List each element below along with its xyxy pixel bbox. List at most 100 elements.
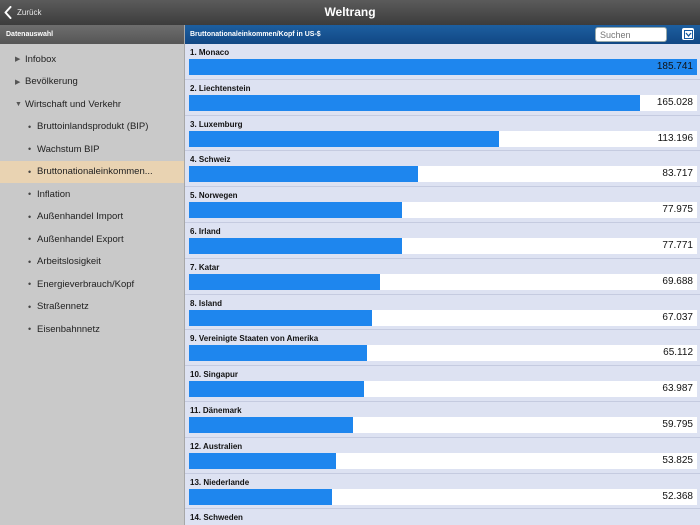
ranking-row-label: 13. Niederlande [190, 477, 250, 487]
sidebar-item-label: Eisenbahnnetz [37, 323, 100, 335]
bullet-icon: • [28, 324, 32, 335]
ranking-header: Bruttonationaleinkommen/Kopf in US-$ [185, 25, 700, 44]
ranking-row-label: 3. Luxemburg [190, 119, 243, 129]
ranking-row[interactable]: 5. Norwegen 77.975 [185, 187, 700, 223]
ranking-bar-track: 113.196 [189, 130, 697, 147]
ranking-list: 1. Monaco 185.741 2. Liechtenstein 165.028 3… [185, 44, 700, 525]
sidebar-item[interactable]: • Straßennetz [0, 296, 184, 319]
ranking-bar [189, 309, 372, 326]
back-button[interactable]: Zurück [4, 3, 41, 22]
ranking-row-label: 9. Vereinigte Staaten von Amerika [190, 334, 319, 344]
ranking-row[interactable]: 3. Luxemburg 113.196 [185, 115, 700, 152]
ranking-bar [189, 452, 336, 469]
back-button-label: Zurück [17, 8, 42, 17]
bullet-icon: • [28, 189, 32, 200]
ranking-bar-track: 69.688 [189, 273, 697, 290]
ranking-value: 83.717 [662, 168, 693, 180]
ranking-bar [189, 488, 332, 505]
sidebar-list: ▶ Infobox ▶ Bevölkerung ▼ Wirtschaft und Verk… [0, 44, 184, 341]
bullet-icon: • [28, 279, 32, 290]
ranking-bar [189, 94, 640, 111]
ranking-row[interactable]: 10. Singapur 63.987 [185, 366, 700, 402]
ranking-value: 77.771 [662, 239, 693, 251]
ranking-bar [189, 130, 499, 147]
ranking-value: 67.037 [662, 311, 693, 323]
ranking-row-label: 7. Katar [190, 262, 220, 272]
sidebar-item-label: Straßennetz [37, 301, 89, 313]
dropdown-icon[interactable] [682, 28, 694, 40]
ranking-row-label: 6. Irland [190, 226, 221, 236]
ranking-value: 185.741 [656, 61, 693, 72]
triangle-right-icon: ▶ [15, 56, 21, 64]
ranking-row-label: 4. Schweiz [190, 155, 231, 165]
ranking-row[interactable]: 12. Australien 53.825 [185, 437, 700, 474]
chevron-left-icon [4, 6, 12, 19]
ranking-row-label: 1. Monaco [190, 48, 230, 57]
bullet-icon: • [28, 256, 32, 267]
ranking-bar-track: 65.112 [189, 345, 697, 362]
ranking-panel: Bruttonationaleinkommen/Kopf in US-$ 1. … [185, 25, 700, 525]
sidebar-item-label: Energieverbrauch/Kopf [37, 278, 135, 290]
ranking-row[interactable]: 6. Irland 77.771 [185, 222, 700, 259]
ranking-bar-track: 165.028 [189, 94, 697, 111]
ranking-row-label: 5. Norwegen [190, 191, 238, 201]
ranking-row-label: 8. Island [190, 298, 223, 308]
chevron-down-icon [683, 29, 693, 39]
sidebar-item[interactable]: • Arbeitslosigkeit [0, 251, 184, 274]
sidebar-item[interactable]: • Wachstum BIP [0, 138, 184, 161]
sidebar-item[interactable]: • Eisenbahnnetz [0, 318, 184, 341]
ranking-row[interactable]: 4. Schweiz 83.717 [185, 151, 700, 188]
sidebar-item[interactable]: • Bruttonationaleinkommen... [0, 160, 184, 183]
sidebar-item[interactable]: ▶ Infobox [0, 48, 184, 71]
bullet-icon: • [28, 144, 32, 155]
sidebar-item[interactable]: • Außenhandel Export [0, 228, 184, 251]
ranking-row[interactable]: 14. Schweden [185, 509, 700, 525]
ranking-bar-track: 52.368 [189, 488, 697, 505]
sidebar-item[interactable]: • Außenhandel Import [0, 206, 184, 229]
ranking-title: Bruttonationaleinkommen/Kopf in US-$ [190, 31, 321, 38]
ranking-value: 77.975 [662, 204, 693, 216]
ranking-row[interactable]: 9. Vereinigte Staaten von Amerika 65.112 [185, 330, 700, 367]
bullet-icon: • [28, 211, 32, 222]
sidebar-item-label: Inflation [37, 188, 71, 200]
sidebar-item[interactable]: • Energieverbrauch/Kopf [0, 273, 184, 296]
sidebar-item-label: Außenhandel Export [37, 233, 124, 245]
bullet-icon: • [28, 166, 32, 177]
navigation-bar: Zurück Weltrang [0, 0, 700, 25]
ranking-value: 69.688 [662, 275, 693, 287]
ranking-bar [189, 59, 697, 75]
ranking-bar [189, 202, 402, 219]
sidebar-item[interactable]: ▶ Bevölkerung [0, 71, 184, 94]
ranking-value: 63.987 [662, 383, 693, 395]
ranking-row[interactable]: 2. Liechtenstein 165.028 [185, 79, 700, 116]
ranking-value: 113.196 [657, 132, 693, 144]
ranking-value: 59.795 [662, 418, 693, 430]
ranking-row[interactable]: 7. Katar 69.688 [185, 258, 700, 295]
sidebar-item[interactable]: ▼ Wirtschaft und Verkehr [0, 93, 184, 116]
ranking-bar [189, 381, 364, 398]
triangle-right-icon: ▶ [15, 78, 21, 86]
search-input[interactable] [595, 27, 667, 42]
sidebar-item-label: Wachstum BIP [37, 143, 100, 155]
ranking-bar-track: 59.795 [189, 416, 697, 433]
ranking-row[interactable]: 1. Monaco 185.741 [185, 44, 700, 80]
ranking-bar-track: 185.741 [189, 59, 697, 75]
sidebar-item-label: Bruttonationaleinkommen... [37, 166, 153, 178]
ranking-row[interactable]: 13. Niederlande 52.368 [185, 473, 700, 510]
ranking-bar [189, 166, 418, 183]
ranking-row[interactable]: 11. Dänemark 59.795 [185, 401, 700, 438]
sidebar-item[interactable]: • Inflation [0, 183, 184, 206]
ranking-bar-track: 67.037 [189, 309, 697, 326]
bullet-icon: • [28, 301, 32, 312]
ranking-bar [189, 237, 402, 254]
ranking-bar-track: 77.771 [189, 237, 697, 254]
triangle-down-icon: ▼ [15, 100, 22, 108]
sidebar-item[interactable]: • Bruttoinlandsprodukt (BIP) [0, 116, 184, 139]
sidebar-item-label: Arbeitslosigkeit [37, 256, 101, 268]
ranking-bar [189, 416, 353, 433]
sidebar-item-label: Wirtschaft und Verkehr [25, 98, 122, 110]
ranking-row-label: 14. Schweden [190, 513, 243, 523]
ranking-bar-track: 77.975 [189, 202, 697, 219]
ranking-value: 65.112 [663, 347, 693, 359]
ranking-row[interactable]: 8. Island 67.037 [185, 294, 700, 331]
